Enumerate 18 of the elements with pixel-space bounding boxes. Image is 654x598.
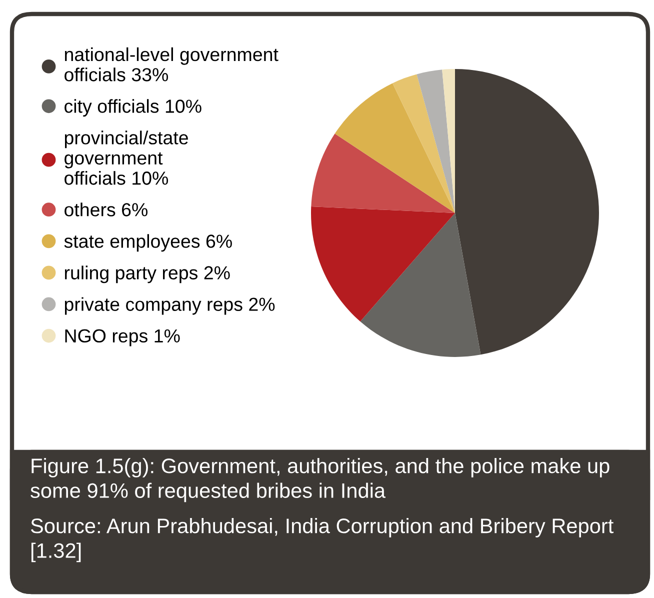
legend-label: city officials 10% <box>64 99 202 117</box>
pie-slice <box>442 69 455 213</box>
legend-label: NGO reps 1% <box>65 329 180 346</box>
legend-label: private company reps 2% <box>64 297 275 315</box>
pie-slice <box>334 83 455 213</box>
legend-label: ruling party reps 2% <box>64 266 230 284</box>
legend-label: national-level government officials 33% <box>64 47 278 82</box>
pie-slice <box>416 70 455 213</box>
legend-label: others 6% <box>64 202 148 216</box>
pie-slice <box>311 134 455 213</box>
caption: Figure 1.5(g): Government, authorities, and the police make up some 91% of requested bribes in India <box>30 458 610 502</box>
pie-slice <box>455 69 599 355</box>
pie-slice <box>360 213 481 357</box>
legend-label: state employees 6% <box>64 234 232 252</box>
legend-label: provincial/state government officials 10% <box>64 130 188 185</box>
pie-slice <box>311 206 455 322</box>
pie-slice <box>392 74 455 213</box>
source-note: Source: Arun Prabhudesai, India Corruption and Bribery Report [1.32] <box>30 518 614 562</box>
